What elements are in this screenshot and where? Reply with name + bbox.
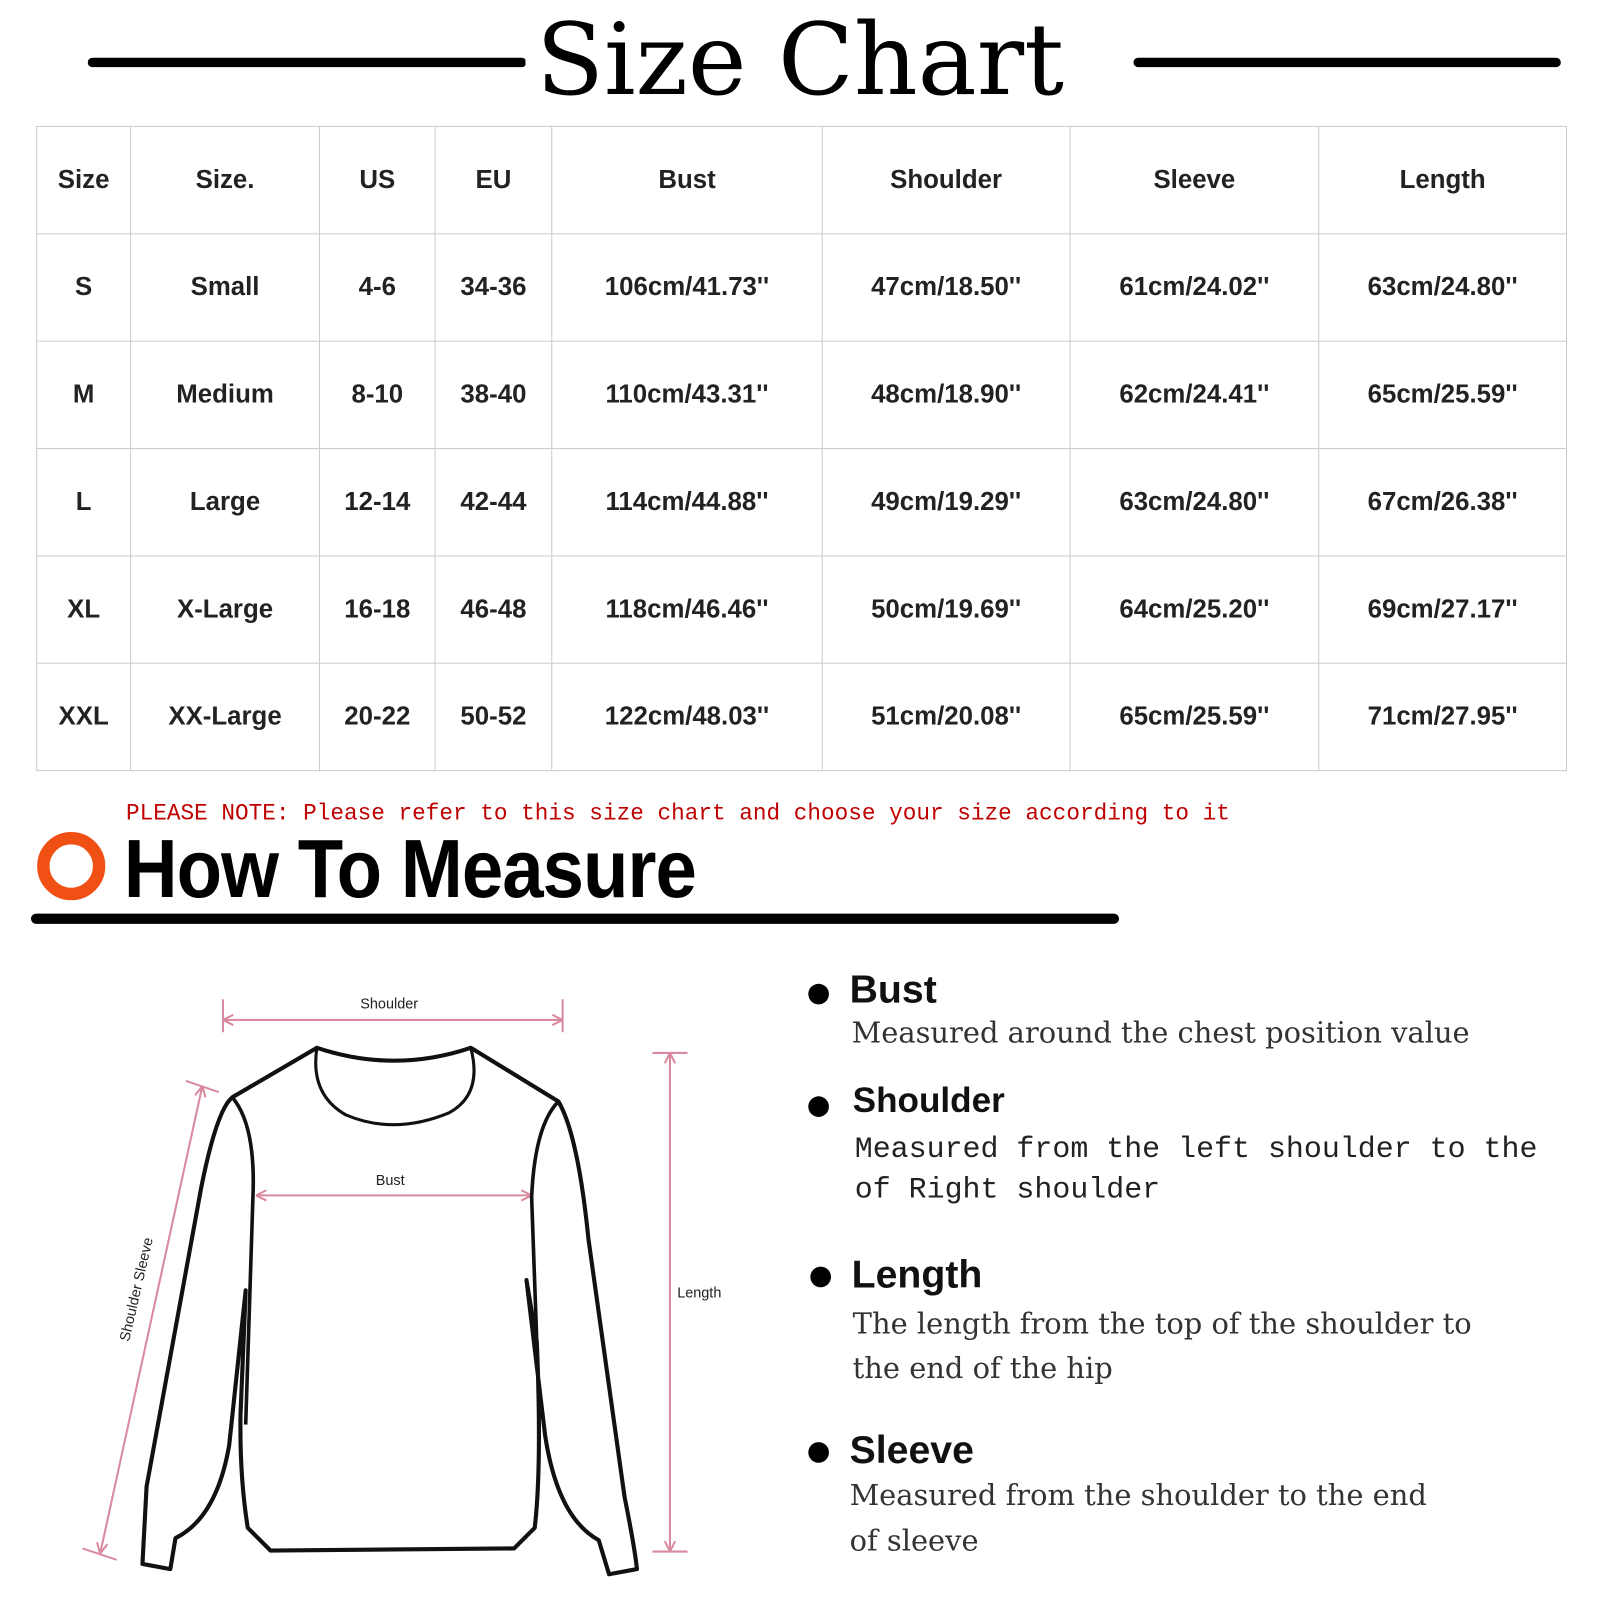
length-arrow — [652, 1051, 688, 1553]
column-header: Length — [1318, 125, 1568, 235]
bullet-icon — [808, 983, 829, 1005]
table-cell: 63cm/24.80'' — [1318, 233, 1568, 342]
bust-desc: Measured around the chest position value — [851, 1015, 1470, 1050]
table-row: S Small 4-6 34-36 106cm/41.73'' 47cm/18.50'' 6… — [36, 233, 1568, 342]
length-desc-2: the end of the hip — [852, 1351, 1113, 1386]
table-cell: 51cm/20.08'' — [821, 662, 1071, 772]
table-cell: L — [36, 448, 132, 557]
column-header: EU — [434, 125, 553, 235]
table-cell: 114cm/44.88'' — [551, 448, 823, 557]
table-cell: 65cm/25.59'' — [1318, 340, 1568, 450]
inner-sleeve-right — [529, 1100, 560, 1343]
shoulder-desc-1: Measured from the left shoulder to the — [854, 1132, 1538, 1167]
table-cell: 38-40 — [434, 340, 553, 450]
table-cell: 46-48 — [434, 555, 553, 664]
table-cell: 118cm/46.46'' — [551, 555, 823, 664]
table-cell: Large — [130, 448, 321, 557]
table-cell: 65cm/25.59'' — [1069, 662, 1320, 772]
sleeve-heading: Sleeve — [849, 1428, 974, 1473]
table-cell: Medium — [130, 340, 321, 450]
title-rule-left — [87, 57, 527, 68]
table-cell: 20-22 — [318, 662, 436, 772]
size-table: Size Size. US EU Bust Shoulder Sleeve Length S Sm… — [36, 125, 1568, 772]
column-header: Size. — [130, 125, 321, 235]
table-cell: 110cm/43.31'' — [551, 340, 823, 450]
sleeve-desc-1: Measured from the shoulder to the end — [849, 1478, 1427, 1513]
table-cell: 50-52 — [434, 662, 553, 772]
table-cell: 47cm/18.50'' — [821, 233, 1071, 342]
table-row: M Medium 8-10 38-40 110cm/43.31'' 48cm/18.90'… — [36, 340, 1568, 450]
table-cell: S — [36, 233, 132, 342]
sleeve-desc-2: of sleeve — [849, 1523, 979, 1558]
column-header: Shoulder — [821, 125, 1071, 235]
column-header: Bust — [551, 125, 823, 235]
table-cell: 67cm/26.38'' — [1318, 448, 1568, 557]
table-cell: 49cm/19.29'' — [821, 448, 1071, 557]
title-text: Size Chart — [525, 2, 1075, 118]
how-to-rule — [30, 913, 1120, 924]
table-cell: 106cm/41.73'' — [551, 233, 823, 342]
table-cell: 48cm/18.90'' — [821, 340, 1071, 450]
bust-arrow — [255, 1189, 533, 1202]
bust-heading: Bust — [849, 968, 937, 1012]
table-cell: 61cm/24.02'' — [1069, 233, 1320, 342]
table-cell: X-Large — [130, 555, 321, 664]
table-row: L Large 12-14 42-44 114cm/44.88'' 49cm/19.29'… — [36, 448, 1568, 557]
table-header-row: Size Size. US EU Bust Shoulder Sleeve Length — [36, 125, 1568, 235]
ring-icon — [37, 832, 106, 901]
sweater-outline — [140, 1045, 639, 1577]
collar — [314, 1047, 476, 1127]
how-to-measure-title: How To Measure — [123, 822, 697, 915]
please-note: PLEASE NOTE: Please refer to this size c… — [125, 801, 1230, 827]
bullet-icon — [808, 1442, 829, 1463]
shoulder-heading: Shoulder — [852, 1080, 1005, 1121]
table-row: XL X-Large 16-18 46-48 118cm/46.46'' 50cm/19.… — [36, 555, 1568, 664]
column-header: Size — [36, 125, 132, 235]
bullet-icon — [808, 1096, 829, 1117]
shoulder-desc-2: of Right shoulder — [854, 1172, 1161, 1207]
table-cell: 42-44 — [434, 448, 553, 557]
table-cell: 71cm/27.95'' — [1318, 662, 1568, 772]
table-cell: 16-18 — [318, 555, 436, 664]
table-cell: 50cm/19.69'' — [821, 555, 1071, 664]
diagram-label-sleeve: Shoulder Sleeve — [117, 1236, 156, 1343]
table-cell: 63cm/24.80'' — [1069, 448, 1320, 557]
table-cell: XX-Large — [130, 662, 321, 772]
diagram-label-shoulder: Shoulder — [360, 997, 418, 1013]
diagram-label-length: Length — [677, 1286, 721, 1302]
table-cell: 34-36 — [434, 233, 553, 342]
table-cell: XXL — [36, 662, 132, 772]
length-desc-1: The length from the top of the shoulder … — [852, 1306, 1472, 1341]
sweater-diagram: Shoulder Bust Length Shoulder Sleeve — [82, 997, 721, 1577]
column-header: US — [318, 125, 436, 235]
table-row: XXL XX-Large 20-22 50-52 122cm/48.03'' 51cm/2… — [36, 662, 1568, 772]
bullet-icon — [810, 1266, 832, 1288]
table-cell: 4-6 — [318, 233, 436, 342]
sleeve-arrow — [82, 1079, 220, 1561]
table-cell: 64cm/25.20'' — [1069, 555, 1320, 664]
page-title: Size Chart — [0, 0, 1600, 120]
table-cell: Small — [130, 233, 321, 342]
table-cell: 8-10 — [318, 340, 436, 450]
column-header: Sleeve — [1069, 125, 1320, 235]
table-cell: 69cm/27.17'' — [1318, 555, 1568, 664]
diagram-label-bust: Bust — [376, 1173, 405, 1189]
table-cell: M — [36, 340, 132, 450]
inner-sleeve-left — [230, 1096, 256, 1425]
table-cell: XL — [36, 555, 132, 664]
table-cell: 62cm/24.41'' — [1069, 340, 1320, 450]
title-rule-right — [1133, 57, 1561, 68]
shoulder-arrow — [221, 999, 564, 1033]
table-cell: 122cm/48.03'' — [551, 662, 823, 772]
length-heading: Length — [851, 1253, 983, 1297]
table-cell: 12-14 — [318, 448, 436, 557]
